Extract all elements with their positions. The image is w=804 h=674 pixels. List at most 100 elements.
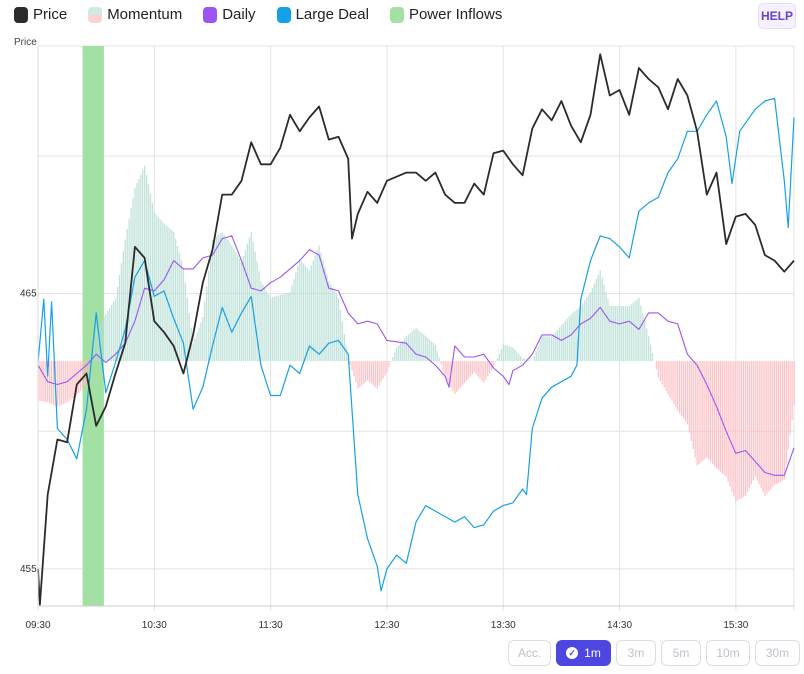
legend-item-daily[interactable]: Daily [203,6,256,23]
momentum-bar-positive [254,251,256,362]
momentum-bar-negative [446,361,448,381]
interval-button-3m[interactable]: 3m [616,640,656,666]
momentum-bar-positive [273,296,276,362]
momentum-bar-negative [388,361,390,368]
momentum-bar-positive [438,357,440,362]
interval-button-10m[interactable]: 10m [706,640,750,666]
momentum-bar-positive [202,317,204,362]
momentum-bar-positive [132,198,134,362]
momentum-bar-negative [56,361,59,407]
momentum-bar-positive [572,312,574,362]
momentum-bar-negative [461,361,464,386]
momentum-bar-positive [514,349,516,362]
momentum-bar-positive [260,281,262,362]
momentum-bar-negative [456,361,458,392]
momentum-bar-positive [167,226,169,362]
help-button[interactable]: HELP [758,3,796,29]
momentum-bar-positive [147,184,150,362]
legend-item-large-deal[interactable]: Large Deal [276,6,369,23]
momentum-bar-positive [392,357,394,362]
momentum-bar-negative [710,361,712,462]
momentum-bar-positive [231,245,233,362]
momentum-bar-positive [632,302,634,362]
momentum-bar-positive [206,286,208,362]
intraday-chart: Price 465 455 09:30 10:30 11:30 12:30 13:30 14:3… [14,37,795,631]
momentum-bar-positive [397,345,400,362]
momentum-bar-positive [297,265,299,362]
momentum-bar-positive [593,283,596,362]
momentum-bar-positive [301,261,303,362]
button-label: Acc. [517,646,542,660]
momentum-bar-negative [690,361,692,441]
momentum-bar-positive [186,297,188,362]
momentum-bar-positive [213,238,216,362]
momentum-bar-positive [504,345,506,362]
momentum-bar-negative [762,361,764,493]
momentum-bar-positive [335,294,338,362]
momentum-bar-positive [564,320,566,362]
momentum-bar-positive [622,306,625,362]
y-tick-label: 465 [20,289,37,300]
momentum-bar-positive [116,287,119,362]
momentum-bar-positive [560,325,563,362]
momentum-bar-negative [713,361,716,467]
momentum-bar-negative [355,361,357,383]
interval-selector: Acc. ✓ 1m 3m 5m 10m 30m [508,640,800,666]
momentum-bar-negative [741,361,743,499]
momentum-bar-positive [118,275,121,362]
legend-label: Large Deal [295,6,369,23]
momentum-bar-positive [287,292,289,362]
momentum-bar-positive [283,293,285,362]
button-label: 30m [765,646,790,660]
momentum-bar-positive [291,285,293,362]
momentum-bar-positive [539,341,541,362]
momentum-bar-positive [310,265,313,362]
momentum-bar-positive [211,240,214,362]
momentum-bar-negative [41,361,43,402]
momentum-bar-positive [275,296,278,362]
momentum-bar-negative [361,361,363,386]
momentum-bar-positive [425,336,427,362]
momentum-bar-negative [78,361,80,394]
momentum-bar-negative [733,361,735,497]
momentum-bar-negative [754,361,756,477]
interval-button-5m[interactable]: 5m [661,640,701,666]
momentum-bar-positive [159,219,161,362]
momentum-bar-positive [229,242,231,362]
momentum-bar-negative [471,361,473,375]
momentum-bar-negative [70,361,72,400]
momentum-bar-negative [80,361,82,391]
legend-item-power-inflows[interactable]: Power Inflows [389,6,502,23]
momentum-bar-positive [615,306,617,362]
legend-item-momentum[interactable]: Momentum [88,6,182,23]
interval-button-1m[interactable]: ✓ 1m [556,640,611,666]
momentum-bar-negative [469,361,471,377]
momentum-bar-positive [209,255,212,362]
legend-item-price[interactable]: Price [14,6,67,23]
momentum-bar-positive [611,306,613,362]
momentum-bar-positive [279,295,282,362]
momentum-bar-positive [630,304,632,362]
interval-button-acc[interactable]: Acc. [508,640,551,666]
momentum-bar-positive [415,328,417,362]
momentum-bar-positive [262,284,264,362]
momentum-bar-positive [235,252,237,362]
momentum-bar-negative [440,361,442,365]
momentum-bar-negative [665,361,667,391]
momentum-bar-positive [396,347,398,362]
momentum-bar-positive [547,336,549,362]
momentum-bar-positive [634,301,636,362]
momentum-bar-negative [708,361,710,460]
momentum-bar-negative [72,361,74,399]
interval-button-30m[interactable]: 30m [755,640,800,666]
momentum-bar-positive [316,250,318,362]
momentum-bar-positive [258,271,260,362]
button-label: 10m [716,646,740,660]
momentum-bar-positive [558,327,561,362]
momentum-bar-positive [642,313,644,362]
momentum-bar-positive [436,351,439,362]
momentum-bar-negative [752,361,754,481]
momentum-bar-negative [463,361,466,384]
momentum-bar-positive [149,193,152,362]
momentum-bar-negative [465,361,468,381]
